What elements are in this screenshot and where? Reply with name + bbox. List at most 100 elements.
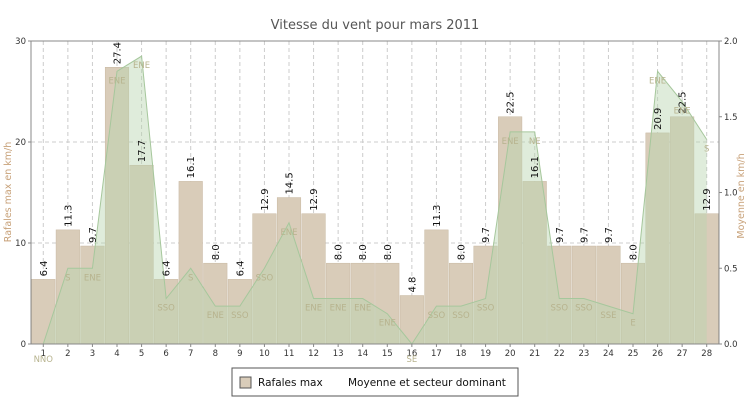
y-axis-left: 0 10 20 30 [15, 37, 31, 350]
x-tick-label: 24 [603, 349, 614, 359]
x-tick-label: 26 [652, 349, 663, 359]
bar-value-label: 11.3 [432, 205, 443, 227]
x-tick-label: 14 [357, 349, 368, 359]
direction-label: SSO [477, 304, 495, 314]
bar-value-label: 16.1 [530, 156, 541, 178]
y-tick-label-right: 1.0 [724, 189, 738, 199]
bar-value-label: 14.5 [285, 172, 296, 194]
y-tick-label-left: 0 [21, 340, 26, 350]
y-tick-label-left: 30 [15, 37, 26, 47]
legend-box [231, 367, 519, 397]
direction-label: ENE [379, 319, 396, 329]
bar-value-label: 11.3 [63, 205, 74, 227]
legend-label-moyenne: Moyenne et secteur dominant [348, 377, 506, 389]
x-tick-label: 21 [529, 349, 540, 359]
x-tick-label: 17 [431, 349, 442, 359]
x-tick-label: 8 [213, 349, 218, 359]
direction-label: SSO [551, 304, 569, 314]
direction-label: ENE [207, 311, 224, 321]
direction-label: SSE [600, 311, 616, 321]
direction-label: SE [406, 355, 417, 365]
direction-label: NNO [34, 355, 54, 365]
area-fill [43, 56, 707, 345]
y-tick-label-right: 0.5 [724, 264, 738, 274]
bar-value-labels: 6.4 11.3 9.7 27.4 17.7 6.4 16.1 8.0 6.4 12.9 14.5 1… [39, 42, 713, 293]
bar-value-label: 9.7 [88, 227, 99, 243]
bar-value-label: 16.1 [186, 156, 197, 178]
legend-label-rafales: Rafales max [258, 377, 323, 389]
direction-label: SSO [157, 304, 175, 314]
bar-value-label: 8.0 [358, 244, 369, 260]
x-tick-label: 18 [456, 349, 467, 359]
x-tick-label: 12 [308, 349, 319, 359]
bar-value-label: 8.0 [211, 244, 222, 260]
bar-value-label: 9.7 [481, 227, 492, 243]
y-tick-label-left: 10 [15, 239, 26, 249]
x-tick-label: 13 [333, 349, 344, 359]
x-tick-label: 3 [90, 349, 95, 359]
bar-value-label: 9.7 [555, 227, 566, 243]
bar-value-label: 22.5 [678, 91, 689, 113]
x-tick-label: 22 [554, 349, 565, 359]
bar-value-label: 9.7 [604, 227, 615, 243]
x-tick-label: 27 [677, 349, 688, 359]
bar-value-label: 4.8 [407, 277, 418, 293]
direction-label: ENE [280, 228, 297, 238]
direction-label: E [630, 319, 635, 329]
x-tick-label: 1 [41, 349, 46, 359]
bar-value-label: 12.9 [702, 188, 713, 210]
x-tick-label: 16 [406, 349, 417, 359]
bar-value-label: 8.0 [334, 244, 345, 260]
y-axis-right-label: Moyenne en km/h [736, 153, 747, 238]
y-axis-right: 0.0 0.5 1.0 1.5 2.0 [719, 37, 738, 350]
direction-label: S [188, 273, 193, 283]
direction-label: S [65, 273, 70, 283]
x-tick-label: 28 [701, 349, 712, 359]
direction-label: ENE [305, 304, 322, 314]
bar-value-label: 12.9 [260, 188, 271, 210]
direction-label: SSO [231, 311, 249, 321]
x-tick-label: 10 [259, 349, 270, 359]
direction-label: S [704, 144, 709, 154]
chart-title: Vitesse du vent pour mars 2011 [271, 18, 480, 33]
x-axis: 1 2 3 4 5 6 7 8 9 10 11 12 13 14 15 16 17 18 19 20 21 22 23 24 2… [41, 344, 712, 359]
y-tick-label-right: 0.0 [724, 340, 738, 350]
y-axis-left-label: Rafales max en km/h [3, 142, 14, 242]
x-tick-label: 25 [628, 349, 639, 359]
x-tick-label: 15 [382, 349, 393, 359]
bar-value-label: 17.7 [137, 140, 148, 162]
bar-value-label: 6.4 [39, 260, 50, 276]
legend: Rafales max Moyenne et secteur dominant [231, 367, 519, 397]
y-tick-label-left: 20 [15, 138, 26, 148]
direction-label: SSO [452, 311, 470, 321]
bar-value-label: 6.4 [235, 260, 246, 276]
y-tick-label-right: 2.0 [724, 37, 738, 47]
bar-value-label: 12.9 [309, 188, 320, 210]
x-tick-label: 4 [114, 349, 119, 359]
direction-label: SSO [256, 273, 274, 283]
direction-label: SSO [428, 311, 446, 321]
area-line [42, 55, 708, 345]
x-tick-label: 6 [163, 349, 168, 359]
direction-label: SSO [575, 304, 593, 314]
bar-value-label: 20.9 [653, 108, 664, 130]
direction-label: ENE [649, 76, 666, 86]
x-tick-label: 20 [505, 349, 516, 359]
direction-label: ENE [108, 76, 125, 86]
bar-value-label: 27.4 [113, 42, 124, 64]
bar-value-label: 9.7 [579, 227, 590, 243]
direction-label: ENE [354, 304, 371, 314]
x-tick-label: 7 [188, 349, 193, 359]
x-tick-label: 9 [237, 349, 242, 359]
bar-value-label: 8.0 [629, 244, 640, 260]
x-tick-label: 2 [65, 349, 70, 359]
x-tick-label: 11 [284, 349, 295, 359]
x-tick-label: 23 [578, 349, 589, 359]
direction-label: ENE [84, 273, 101, 283]
x-tick-label: 19 [480, 349, 491, 359]
direction-label: ENE [133, 61, 150, 71]
direction-label: NE [529, 137, 541, 147]
bar-series [31, 67, 719, 345]
